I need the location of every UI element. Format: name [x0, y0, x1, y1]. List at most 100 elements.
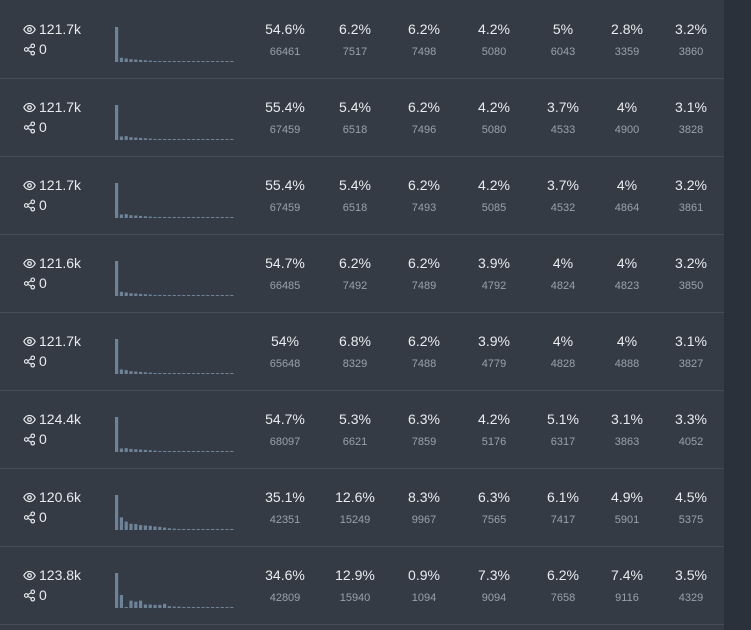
sparkline-bar	[167, 528, 171, 530]
sparkline-bar	[143, 525, 147, 530]
share-icon	[23, 510, 39, 524]
table-row[interactable]: 121.6k 0 54.7% 66485 6.2% 7492 6.2% 7489 3.9% 479…	[0, 234, 724, 313]
eye-icon	[23, 257, 39, 270]
share-icon	[23, 588, 39, 602]
count-value: 7488	[411, 358, 437, 370]
table-row[interactable]: 123.8k 0 34.6% 42809 12.9% 15940 0.9% 1094 7.3% 9…	[0, 546, 724, 625]
sparkline-bar	[191, 295, 195, 296]
sparkline-bar	[172, 61, 176, 62]
sparkline-bar	[124, 448, 128, 452]
sparkline-bar	[230, 295, 234, 296]
sparkline-bar	[119, 369, 123, 374]
sparkline-bar	[230, 217, 234, 218]
percent-value: 7.4%	[611, 567, 643, 583]
sparkline-bar	[187, 529, 191, 530]
sparkline-bar	[134, 59, 138, 62]
sparkline-bar	[196, 529, 200, 530]
sparkline-bar	[124, 214, 128, 218]
sparkline-bar	[206, 607, 210, 608]
views-stat: 121.7k	[23, 99, 81, 115]
percent-value: 6.3%	[408, 411, 440, 427]
sparkline-bar	[158, 294, 162, 296]
sparkline-bar	[177, 606, 181, 608]
sparkline-bar	[167, 139, 171, 140]
sparkline-bar	[196, 217, 200, 218]
sparkline-bar	[225, 217, 229, 218]
share-icon	[23, 432, 39, 446]
sparkline-bar	[139, 215, 143, 218]
percent-value: 3.2%	[675, 177, 707, 193]
sparkline-bar	[167, 61, 171, 62]
count-value: 9094	[481, 592, 507, 604]
percent-value: 0.9%	[408, 567, 440, 583]
sparkline-bar	[148, 216, 152, 218]
shares-stat: 0	[23, 197, 47, 213]
eye-icon	[23, 101, 39, 114]
sparkline-bar	[220, 295, 224, 296]
table-row[interactable]: 120.6k 0 35.1% 42351 12.6% 15249 8.3% 9967 6.3% 7…	[0, 468, 724, 547]
views-stat: 120.6k	[23, 489, 81, 505]
percent-value: 55.4%	[265, 99, 305, 115]
percent-value: 6.2%	[408, 255, 440, 271]
count-value: 66461	[269, 46, 301, 58]
sparkline-bar	[167, 451, 171, 452]
sparkline-bar	[206, 451, 210, 452]
count-value: 4533	[550, 124, 576, 136]
sparkline-bar	[230, 451, 234, 452]
sparkline-bar	[158, 604, 162, 608]
sparkline-bar	[167, 373, 171, 374]
sparkline-bar	[211, 61, 215, 62]
percent-value: 3.7%	[547, 177, 579, 193]
views-stat: 121.7k	[23, 333, 81, 349]
sparkline-bar	[191, 451, 195, 452]
shares-stat: 0	[23, 275, 47, 291]
sparkline-bar	[220, 139, 224, 140]
sparkline-bar	[139, 449, 143, 452]
count-value: 9116	[615, 592, 639, 604]
shares-count: 0	[39, 431, 47, 447]
sparkline-bar	[115, 495, 119, 530]
percent-value: 8.3%	[408, 489, 440, 505]
percent-value: 4.2%	[478, 411, 510, 427]
sparkline-bar	[230, 61, 234, 62]
sparkline-bar	[143, 138, 147, 140]
views-stat: 124.4k	[23, 411, 81, 427]
sparkline-bar	[134, 449, 138, 452]
percent-value: 55.4%	[265, 177, 305, 193]
count-value: 5085	[481, 202, 507, 214]
sparkline-bar	[215, 61, 219, 62]
sparkline-bar	[124, 292, 128, 296]
percent-value: 34.6%	[265, 567, 305, 583]
sparkline-bar	[163, 217, 167, 218]
sparkline-bar	[134, 215, 138, 218]
sparkline-bar	[201, 295, 205, 296]
views-count: 124.4k	[39, 411, 82, 427]
sparkline-bar	[206, 139, 210, 140]
percent-value: 5%	[552, 21, 574, 37]
percent-value: 4%	[616, 255, 638, 271]
sparkline-bar	[143, 449, 147, 452]
sparkline-bar	[129, 293, 133, 296]
sparkline-bar	[163, 61, 167, 62]
table-row[interactable]: 124.4k 0 54.7% 68097 5.3% 6621 6.3% 7859 4.2% 517…	[0, 390, 724, 469]
table-row[interactable]: 121.7k 0 54.6% 66461 6.2% 7517 6.2% 7498 4.2% 508…	[0, 0, 724, 79]
sparkline-bar	[201, 373, 205, 374]
sparkline-bar	[215, 451, 219, 452]
sparkline-bar	[119, 517, 123, 530]
sparkline-bar	[172, 451, 176, 452]
percent-value: 6.8%	[339, 333, 371, 349]
sparkline-bar	[225, 373, 229, 374]
count-value: 15940	[339, 592, 371, 604]
count-value: 4828	[550, 358, 576, 370]
table-row[interactable]: 121.7k 0 55.4% 67459 5.4% 6518 6.2% 7496 4.2% 508…	[0, 78, 724, 157]
count-value: 3827	[678, 358, 704, 370]
sparkline-bar	[143, 216, 147, 218]
table-row[interactable]: 121.7k 0 55.4% 67459 5.4% 6518 6.2% 7493 4.2% 508…	[0, 156, 724, 235]
sparkline-bar	[119, 448, 123, 452]
sparkline-bar	[158, 450, 162, 452]
count-value: 7417	[550, 514, 576, 526]
table-row[interactable]: 121.7k 0 54% 65648 6.8% 8329 6.2% 7488 3.9% 4779 4…	[0, 312, 724, 391]
percent-value: 4%	[616, 333, 638, 349]
views-count: 121.6k	[39, 255, 82, 271]
sparkline-bar	[230, 139, 234, 140]
